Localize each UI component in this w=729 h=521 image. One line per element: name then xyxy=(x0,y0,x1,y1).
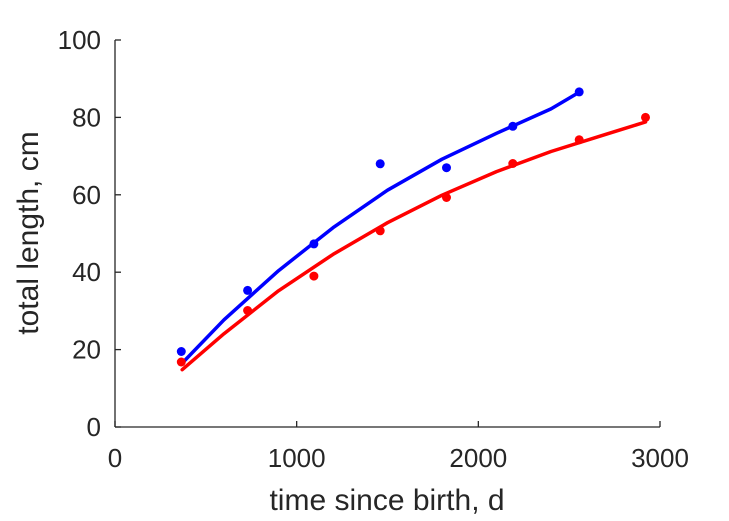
x-tick-label: 3000 xyxy=(631,443,689,473)
data-points xyxy=(176,87,650,367)
data-point-series-2 xyxy=(309,271,319,281)
data-point-series-2 xyxy=(243,306,253,315)
fit-line-series-2 xyxy=(180,120,648,372)
y-tick-label: 60 xyxy=(72,180,101,210)
y-tick-label: 80 xyxy=(72,102,101,132)
x-tick-label: 2000 xyxy=(449,443,507,473)
x-tick-label: 1000 xyxy=(268,443,326,473)
y-tick-label: 0 xyxy=(87,412,101,442)
x-axis-label: time since birth, d xyxy=(269,484,504,517)
axes xyxy=(114,40,660,428)
y-tick-label: 40 xyxy=(72,257,101,287)
data-point-series-1 xyxy=(176,347,186,356)
x-tick-label: 0 xyxy=(108,443,122,473)
y-tick-label: 100 xyxy=(58,25,101,55)
data-point-series-1 xyxy=(309,239,319,249)
y-axis-label: total length, cm xyxy=(12,131,45,334)
ticks xyxy=(114,39,661,428)
data-point-series-2 xyxy=(508,159,518,168)
data-point-series-1 xyxy=(375,159,385,169)
fit-lines xyxy=(180,90,648,372)
data-point-series-1 xyxy=(508,121,518,131)
data-point-series-1 xyxy=(442,163,451,173)
data-point-series-2 xyxy=(641,112,650,122)
y-tick-label: 20 xyxy=(72,335,101,365)
data-point-series-1 xyxy=(243,285,253,295)
data-point-series-2 xyxy=(176,357,186,367)
data-point-series-2 xyxy=(442,193,451,202)
data-point-series-1 xyxy=(574,87,584,97)
data-point-series-2 xyxy=(375,226,385,236)
tick-labels: 0 1000 2000 3000 0 20 40 60 80 100 xyxy=(58,25,689,473)
fit-line-series-1 xyxy=(180,90,581,365)
data-point-series-2 xyxy=(574,135,584,145)
